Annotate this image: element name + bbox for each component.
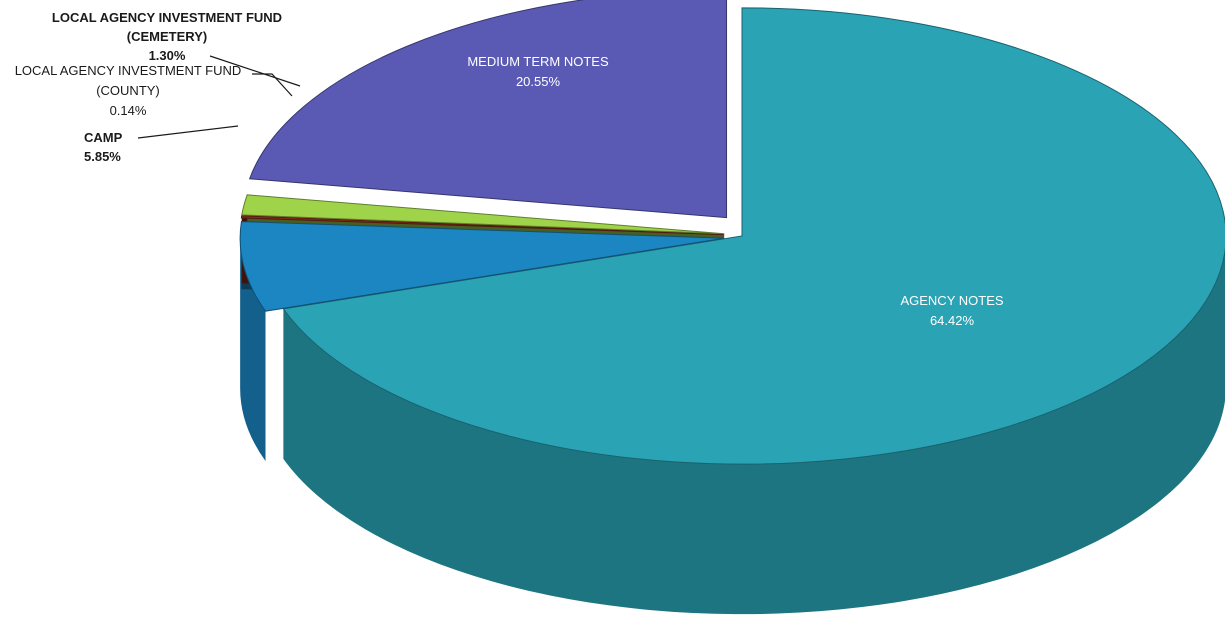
leader-camp <box>137 125 239 139</box>
label-camp: CAMP 5.85% <box>84 130 123 164</box>
slice-local-agency-investment-fund-county <box>240 215 725 236</box>
slice-local-agency-investment-fund-cemetery <box>241 194 725 235</box>
slice-medium-term-notes <box>248 0 728 219</box>
leader-laif-county <box>252 73 293 97</box>
label-laif-county-line1: LOCAL AGENCY INVESTMENT FUND <box>15 63 242 78</box>
label-medium-term-notes: MEDIUM TERM NOTES 20.55% <box>467 54 609 89</box>
slice-side-agency-notes <box>283 250 1225 615</box>
leader-laif-cemetery <box>209 55 301 87</box>
label-laif-cemetery-value: 1.30% <box>149 48 186 63</box>
slice-side-camp <box>240 238 266 462</box>
label-laif-cemetery: LOCAL AGENCY INVESTMENT FUND (CEMETERY) … <box>52 10 282 63</box>
label-laif-county-line2: (COUNTY) <box>96 83 160 98</box>
label-laif-county: LOCAL AGENCY INVESTMENT FUND (COUNTY) 0.… <box>15 63 242 118</box>
label-agency-notes-value: 64.42% <box>930 313 975 328</box>
label-agency-notes: AGENCY NOTES 64.42% <box>900 293 1003 328</box>
label-laif-cemetery-line2: (CEMETERY) <box>127 29 207 44</box>
label-laif-cemetery-line1: LOCAL AGENCY INVESTMENT FUND <box>52 10 282 25</box>
leader-lines <box>137 55 301 139</box>
pie-tops <box>239 0 1225 465</box>
label-agency-notes-name: AGENCY NOTES <box>900 293 1003 308</box>
label-laif-county-value: 0.14% <box>110 103 147 118</box>
label-medium-term-notes-value: 20.55% <box>516 74 561 89</box>
label-camp-name: CAMP <box>84 130 123 145</box>
slice-agency-notes <box>282 7 1225 465</box>
label-medium-term-notes-name: MEDIUM TERM NOTES <box>467 54 609 69</box>
slice-camp <box>239 221 725 312</box>
label-camp-value: 5.85% <box>84 149 121 164</box>
